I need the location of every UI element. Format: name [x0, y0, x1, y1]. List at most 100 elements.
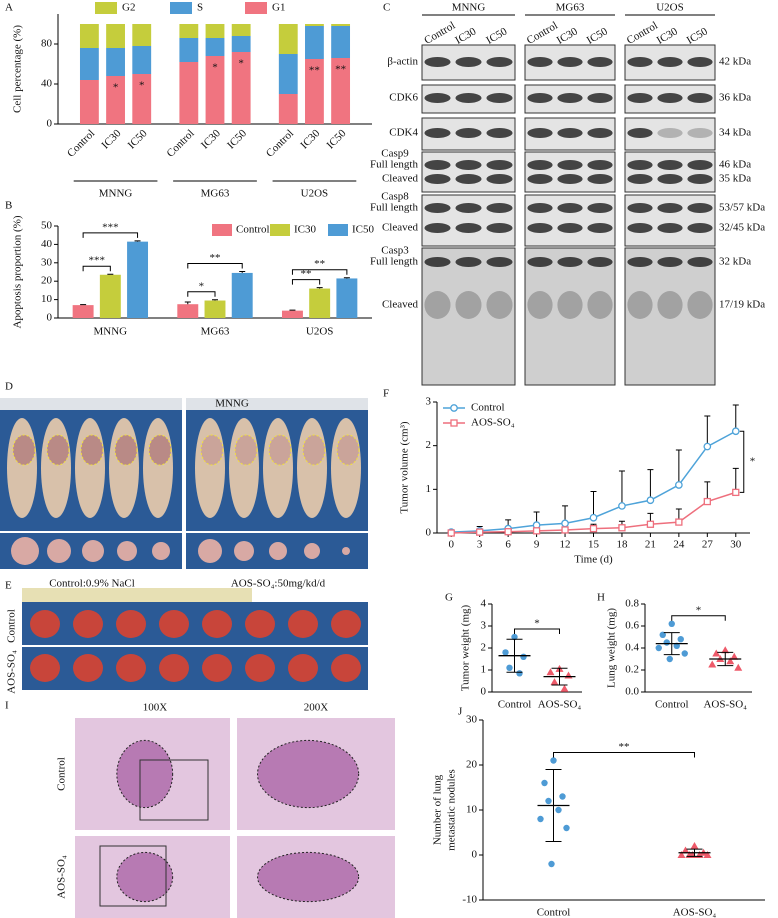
- x-tick-label: 27: [702, 539, 714, 551]
- size-label: 32/45 kDa: [719, 222, 765, 234]
- legend-label: IC50: [352, 224, 375, 236]
- excised-tumor: [47, 539, 71, 563]
- bar: [336, 278, 358, 318]
- caption: AOS-SO₄:50mg/kd/d: [231, 578, 326, 590]
- point: [708, 660, 717, 668]
- bar-segment: [179, 38, 199, 62]
- x-tick-label: IC50: [225, 127, 249, 151]
- band: [657, 203, 683, 213]
- bar-segment: [278, 24, 298, 54]
- panel-letter: A: [5, 2, 13, 14]
- y-tick-label: 20: [41, 275, 53, 287]
- protein-label: CDK6: [389, 92, 418, 104]
- band: [455, 174, 482, 184]
- protein-label: Casp3: [381, 245, 409, 257]
- band: [587, 174, 613, 184]
- bar: [127, 241, 149, 318]
- band: [486, 93, 513, 103]
- band: [657, 257, 683, 267]
- error-bar: [704, 415, 711, 447]
- band: [486, 223, 513, 233]
- blot-panel: [524, 247, 616, 386]
- legend-label: G2: [122, 2, 135, 14]
- tumor-outline: [80, 434, 104, 466]
- y-tick-label: 10: [41, 293, 53, 305]
- x-tick-label: IC30: [199, 127, 223, 151]
- significance: **: [301, 268, 312, 280]
- bar-segment: [231, 52, 251, 124]
- band: [687, 128, 713, 138]
- lung: [202, 654, 232, 682]
- point: [675, 518, 683, 526]
- bar-segment: [205, 38, 225, 56]
- band: [557, 57, 583, 67]
- band: [557, 223, 583, 233]
- point: [545, 797, 552, 805]
- band: [527, 57, 553, 67]
- x-tick-label: 24: [673, 539, 685, 551]
- lung: [245, 610, 275, 638]
- point: [589, 524, 598, 533]
- band-label: Cleaved: [382, 173, 419, 185]
- mouse: [195, 418, 225, 518]
- nodule: [116, 739, 174, 809]
- band: [527, 257, 553, 267]
- y-tick-label: -10: [462, 894, 477, 906]
- y-axis-label: Number of lung: [432, 774, 444, 845]
- band: [527, 160, 553, 170]
- lung: [30, 654, 60, 682]
- band: [486, 291, 513, 319]
- y-tick-label: 40: [41, 238, 53, 250]
- panel-letter: G: [445, 592, 453, 604]
- legend-label: S: [197, 2, 203, 14]
- y-tick-label: 1: [426, 483, 432, 495]
- significance: *: [199, 280, 205, 292]
- point: [712, 649, 721, 657]
- lung: [30, 610, 60, 638]
- y-tick-label: 0: [47, 312, 53, 324]
- y-tick-label: 80: [41, 38, 53, 50]
- size-label: 34 kDa: [719, 127, 751, 139]
- group-label: MG63: [201, 188, 230, 200]
- point: [703, 851, 712, 858]
- band: [627, 203, 653, 213]
- lane-label: IC30: [453, 25, 478, 47]
- x-tick-label: 30: [730, 539, 742, 551]
- band: [455, 128, 482, 138]
- tumor-outline: [302, 434, 326, 466]
- lung: [116, 610, 146, 638]
- significance-bracket: [82, 265, 111, 272]
- error-bar: [732, 404, 739, 432]
- significance: **: [619, 741, 630, 753]
- band: [557, 93, 583, 103]
- band: [557, 174, 583, 184]
- zoom-box: [139, 759, 209, 821]
- blot-panel: [421, 247, 516, 386]
- band: [687, 93, 713, 103]
- point: [666, 655, 673, 663]
- bar-segment: [205, 24, 225, 38]
- legend-label: G1: [272, 2, 285, 14]
- x-tick-label: IC50: [126, 127, 150, 151]
- x-tick-label: 15: [588, 539, 600, 551]
- lung: [159, 610, 189, 638]
- band: [557, 291, 583, 319]
- lane-label: Control: [422, 20, 457, 47]
- bar: [281, 310, 303, 318]
- band: [527, 174, 553, 184]
- y-tick-label: 0.8: [625, 598, 639, 610]
- bar: [72, 305, 94, 318]
- tumor-outline: [12, 434, 36, 466]
- significance: **: [210, 252, 221, 264]
- band: [455, 257, 482, 267]
- y-tick-label: 0.2: [625, 664, 639, 676]
- protein-label: CDK4: [389, 127, 418, 139]
- significance-bracket: [553, 752, 695, 758]
- size-label: 36 kDa: [719, 92, 751, 104]
- significance: **: [335, 64, 346, 76]
- significance: *: [238, 58, 244, 70]
- x-tick-label: 3: [477, 539, 483, 551]
- y-tick-label: 3: [426, 396, 432, 408]
- error-bar: [343, 277, 350, 279]
- row-label: Control: [56, 757, 68, 791]
